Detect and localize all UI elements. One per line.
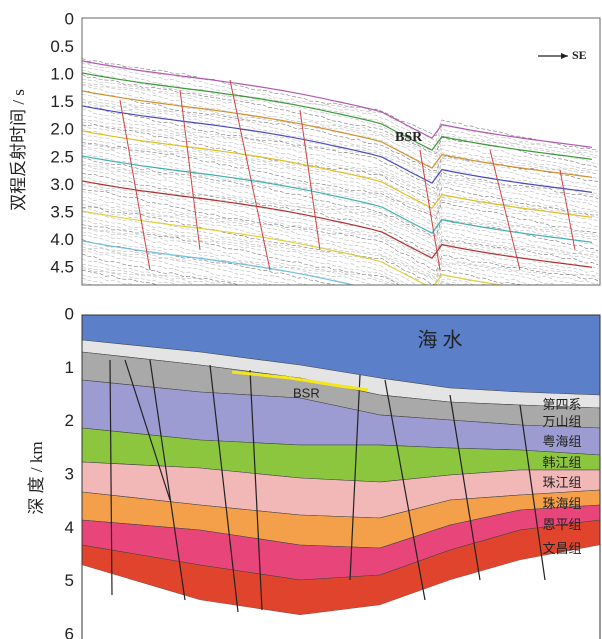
- seismic-y-label: 双程反射时间 / s: [9, 89, 28, 211]
- layer-label: 万山组: [542, 414, 581, 429]
- seismic-bsr-label: BSR: [395, 130, 423, 145]
- y-tick-label: 0: [65, 304, 74, 323]
- figure: 双程反射时间 / s 深 度 / km SE BSR 海 水 BSR 0 0.5 1…: [0, 0, 602, 639]
- y-tick-label: 4.5: [50, 257, 74, 276]
- y-tick-label: 1.0: [50, 65, 74, 84]
- y-tick-label: 4.0: [50, 230, 74, 249]
- y-tick-label: 2.0: [50, 120, 74, 139]
- layer-label: 珠海组: [542, 496, 581, 511]
- water-label: 海 水: [418, 329, 463, 352]
- y-tick-label: 2: [65, 411, 74, 430]
- y-tick-label: 2.5: [50, 147, 74, 166]
- y-tick-label: 1.5: [50, 92, 74, 111]
- layer-label: 文昌组: [542, 541, 581, 556]
- layer-label: 珠江组: [542, 475, 581, 490]
- geologic-section: [82, 315, 600, 639]
- y-tick-label: 0.5: [50, 37, 74, 56]
- layer-label: 粤海组: [542, 434, 581, 449]
- layer-label: 韩江组: [542, 455, 581, 470]
- layer-label: 恩平组: [542, 517, 581, 532]
- direction-label: SE: [572, 48, 587, 62]
- y-tick-label: 5: [65, 571, 74, 590]
- y-tick-label: 1: [65, 358, 74, 377]
- layer-label: 第四系: [542, 397, 581, 412]
- y-tick-label: 4: [65, 518, 74, 537]
- y-tick-label: 3.0: [50, 175, 74, 194]
- y-tick-label: 6: [65, 624, 74, 639]
- y-tick-label: 3.5: [50, 202, 74, 221]
- geologic-bsr-label: BSR: [293, 385, 320, 400]
- y-tick-label: 0: [65, 9, 74, 28]
- y-tick-label: 3: [65, 464, 74, 483]
- geologic-y-label: 深 度 / km: [27, 441, 46, 514]
